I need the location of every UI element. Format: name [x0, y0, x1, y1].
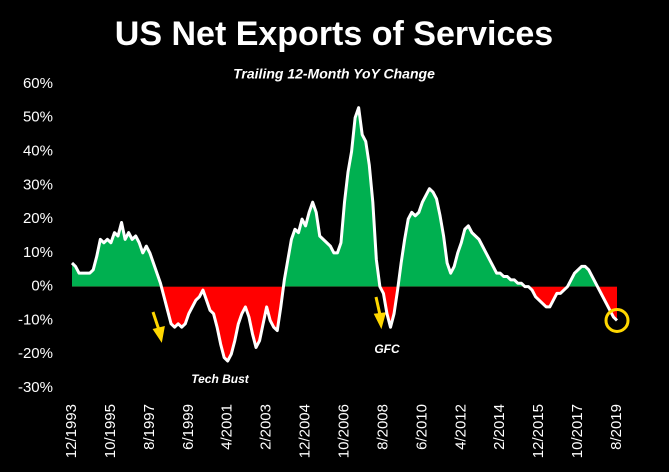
y-tick-label: 60% — [23, 75, 53, 92]
x-tick-label: 12/1993 — [63, 404, 80, 458]
plot-area: 60% 50% 40% 30% 20% 10% 0% -10% -20% -30% 12/1993 1… — [18, 75, 630, 458]
x-tick-label: 8/2008 — [374, 404, 391, 450]
y-tick-label: 50% — [23, 109, 53, 126]
chart-subtitle: Trailing 12-Month YoY Change — [233, 66, 435, 82]
x-tick-label: 6/1999 — [180, 404, 197, 450]
line — [70, 106, 619, 363]
y-tick-label: -10% — [18, 311, 53, 328]
x-tick-label: 12/2004 — [297, 404, 314, 458]
y-tick-label: -20% — [18, 345, 53, 362]
x-tick-label: 10/2017 — [569, 404, 586, 458]
annotation: Tech Bust — [191, 372, 250, 386]
y-tick-label: 20% — [23, 210, 53, 227]
y-tick-label: -30% — [18, 379, 53, 396]
x-tick-label: 4/2001 — [219, 404, 236, 450]
x-tick-label: 10/2006 — [335, 404, 352, 458]
x-tick-label: 12/2015 — [530, 404, 547, 458]
x-tick-label: 2/2014 — [491, 404, 508, 450]
arrow — [151, 311, 161, 331]
y-tick-label: 40% — [23, 143, 53, 160]
highlight-circle — [604, 307, 630, 333]
y-tick-label: 0% — [31, 278, 53, 295]
annotation: GFC — [374, 342, 400, 356]
x-tick-label: 6/2010 — [413, 404, 430, 450]
negative-area — [72, 286, 617, 361]
x-tick-label: 2/2003 — [258, 404, 275, 450]
x-tick-label: 8/1997 — [141, 404, 158, 450]
arrow-head — [152, 325, 165, 343]
arrows — [151, 296, 387, 343]
y-tick-label: 10% — [23, 244, 53, 261]
x-tick-label: 10/1995 — [102, 404, 119, 458]
arrow-head — [373, 312, 387, 330]
positive-area — [72, 107, 598, 287]
chart-title: US Net Exports of Services — [115, 15, 553, 53]
y-tick-label: 30% — [23, 176, 53, 193]
x-tick-label: 4/2012 — [452, 404, 469, 450]
arrow — [374, 296, 382, 316]
x-tick-label: 8/2019 — [608, 404, 625, 450]
